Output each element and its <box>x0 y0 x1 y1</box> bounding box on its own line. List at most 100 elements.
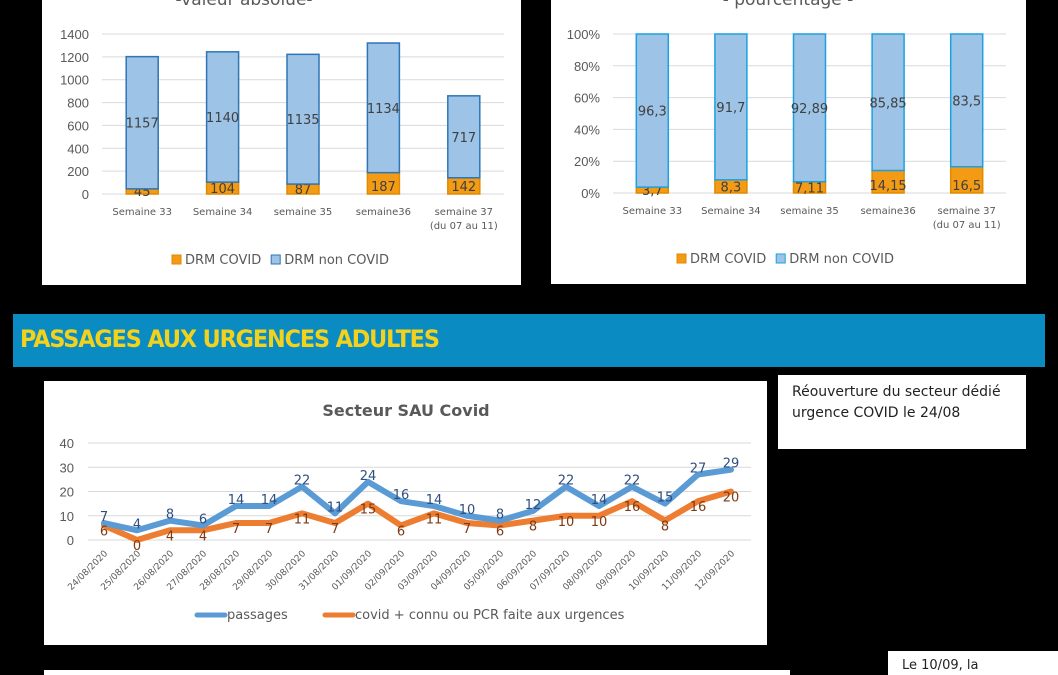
data-label: 8 <box>529 520 537 535</box>
data-label: 7 <box>463 522 471 537</box>
data-label: 8,3 <box>721 180 742 195</box>
legend-swatch <box>775 253 786 264</box>
y-tick-label: 0 <box>67 533 74 548</box>
y-tick-label: 200 <box>67 164 89 179</box>
y-tick-label: 0% <box>581 186 600 201</box>
data-label: 16 <box>393 488 410 503</box>
y-tick-label: 1400 <box>60 27 89 42</box>
x-category-label: semaine 35 <box>274 207 332 218</box>
x-category-label: (du 07 au 11) <box>933 220 1001 231</box>
data-label: 22 <box>558 474 575 489</box>
chart-panel-absolute: -valeur absolue- 0 200 400 600 800 1000 1200 140… <box>42 0 521 285</box>
legend-swatch <box>676 253 687 264</box>
data-label: 6 <box>199 512 207 527</box>
data-label: 14 <box>426 493 443 508</box>
data-label: 24 <box>360 469 377 484</box>
data-label: 10 <box>558 515 575 530</box>
data-label: 7 <box>100 510 108 525</box>
data-label: 14 <box>261 493 278 508</box>
stacked-bar-chart-percentage: - pourcentage -0%20%40%60%80%100%3,796,3… <box>567 0 1006 267</box>
bottom-note: Le 10/09, la <box>888 651 1058 675</box>
data-label: 142 <box>451 180 476 195</box>
legend-label: DRM COVID <box>690 252 766 267</box>
y-tick-label: 100% <box>567 27 601 42</box>
data-label: 83,5 <box>952 94 981 109</box>
data-label: 6 <box>397 524 405 539</box>
chart-title: - pourcentage - <box>723 0 854 10</box>
chart-panel-sau-covid: Secteur SAU Covid 0 10 20 30 40 7 4 8 6 14 14 22 11 24… <box>44 381 767 645</box>
data-label: 22 <box>294 474 311 489</box>
data-label: 29 <box>723 457 740 472</box>
legend-label: passages <box>227 608 288 623</box>
legend-label: covid + connu ou PCR faite aux urgences <box>355 608 625 623</box>
legend-label: DRM COVID <box>185 253 261 268</box>
y-tick-label: 60% <box>574 91 600 106</box>
section-banner: PASSAGES AUX URGENCES ADULTES <box>13 314 1045 367</box>
y-tick-label: 80% <box>574 59 600 74</box>
data-label: 22 <box>624 474 641 489</box>
y-tick-label: 40% <box>574 122 600 137</box>
y-tick-label: 20% <box>574 154 600 169</box>
bar-drm-non-covid <box>366 42 401 174</box>
y-tick-label: 0 <box>82 187 89 202</box>
data-label: 16 <box>690 500 707 515</box>
series-line-passages <box>101 466 734 534</box>
y-tick-label: 400 <box>67 141 89 156</box>
data-label: 12 <box>525 498 542 513</box>
chart-panel-percentage: - pourcentage -0% 20% 40% 60% 80% 100% 3,7 96,3… <box>551 0 1026 284</box>
legend-swatch <box>171 254 182 265</box>
bar-drm-covid <box>949 166 984 194</box>
x-category-label: (du 07 au 11) <box>430 221 498 232</box>
data-label: 11 <box>294 512 311 527</box>
bar-drm-non-covid <box>635 33 670 188</box>
bar-drm-non-covid <box>286 53 320 185</box>
bar-drm-non-covid <box>714 33 748 181</box>
y-tick-label: 1000 <box>60 73 89 88</box>
x-category-label: semaine36 <box>860 206 915 217</box>
data-label: 87 <box>295 183 312 198</box>
data-label: 1134 <box>367 102 400 117</box>
bar-drm-non-covid <box>205 51 240 183</box>
y-tick-label: 800 <box>67 96 89 111</box>
reopening-note: Réouverture du secteur dédié urgence COV… <box>778 375 1026 449</box>
legend-label: DRM non COVID <box>789 252 894 267</box>
x-category-label: Semaine 34 <box>701 206 761 217</box>
bar-drm-non-covid <box>447 95 481 179</box>
y-tick-label: 20 <box>60 485 74 500</box>
data-label: 27 <box>690 462 707 477</box>
data-label: 8 <box>661 520 669 535</box>
chart-title: Secteur SAU Covid <box>322 401 489 420</box>
y-tick-label: 30 <box>60 460 74 475</box>
bar-drm-non-covid <box>871 33 905 172</box>
section-title: PASSAGES AUX URGENCES ADULTES <box>20 325 440 353</box>
legend-label: DRM non COVID <box>284 253 389 268</box>
x-category-label: semaine 37 <box>937 206 995 217</box>
data-label: 717 <box>451 131 476 146</box>
y-tick-label: 40 <box>60 436 74 451</box>
y-tick-label: 600 <box>67 118 89 133</box>
y-tick-label: 10 <box>60 509 74 524</box>
data-label: 8 <box>166 508 174 523</box>
data-label: 104 <box>210 182 235 197</box>
bar-drm-non-covid <box>792 33 827 183</box>
data-label: 7 <box>265 522 273 537</box>
data-label: 11 <box>426 512 443 527</box>
data-label: 6 <box>496 524 504 539</box>
reopening-note-text: Réouverture du secteur dédié urgence COV… <box>792 384 1001 421</box>
data-label: 6 <box>100 524 108 539</box>
next-chart-panel <box>44 670 790 675</box>
bar-drm-non-covid <box>949 33 984 168</box>
data-label: 15 <box>657 491 674 506</box>
x-category-label: semaine 35 <box>780 206 838 217</box>
x-category-label: Semaine 34 <box>193 207 253 218</box>
x-category-label: Semaine 33 <box>623 206 683 217</box>
data-label: 14 <box>591 493 608 508</box>
data-label: 4 <box>133 517 141 532</box>
data-label: 4 <box>166 529 174 544</box>
chart-title: -valeur absolue- <box>175 0 312 10</box>
data-label: 10 <box>459 503 476 518</box>
data-label: 91,7 <box>716 101 745 116</box>
data-label: 0 <box>133 539 141 554</box>
x-category-label: Semaine 33 <box>112 207 172 218</box>
